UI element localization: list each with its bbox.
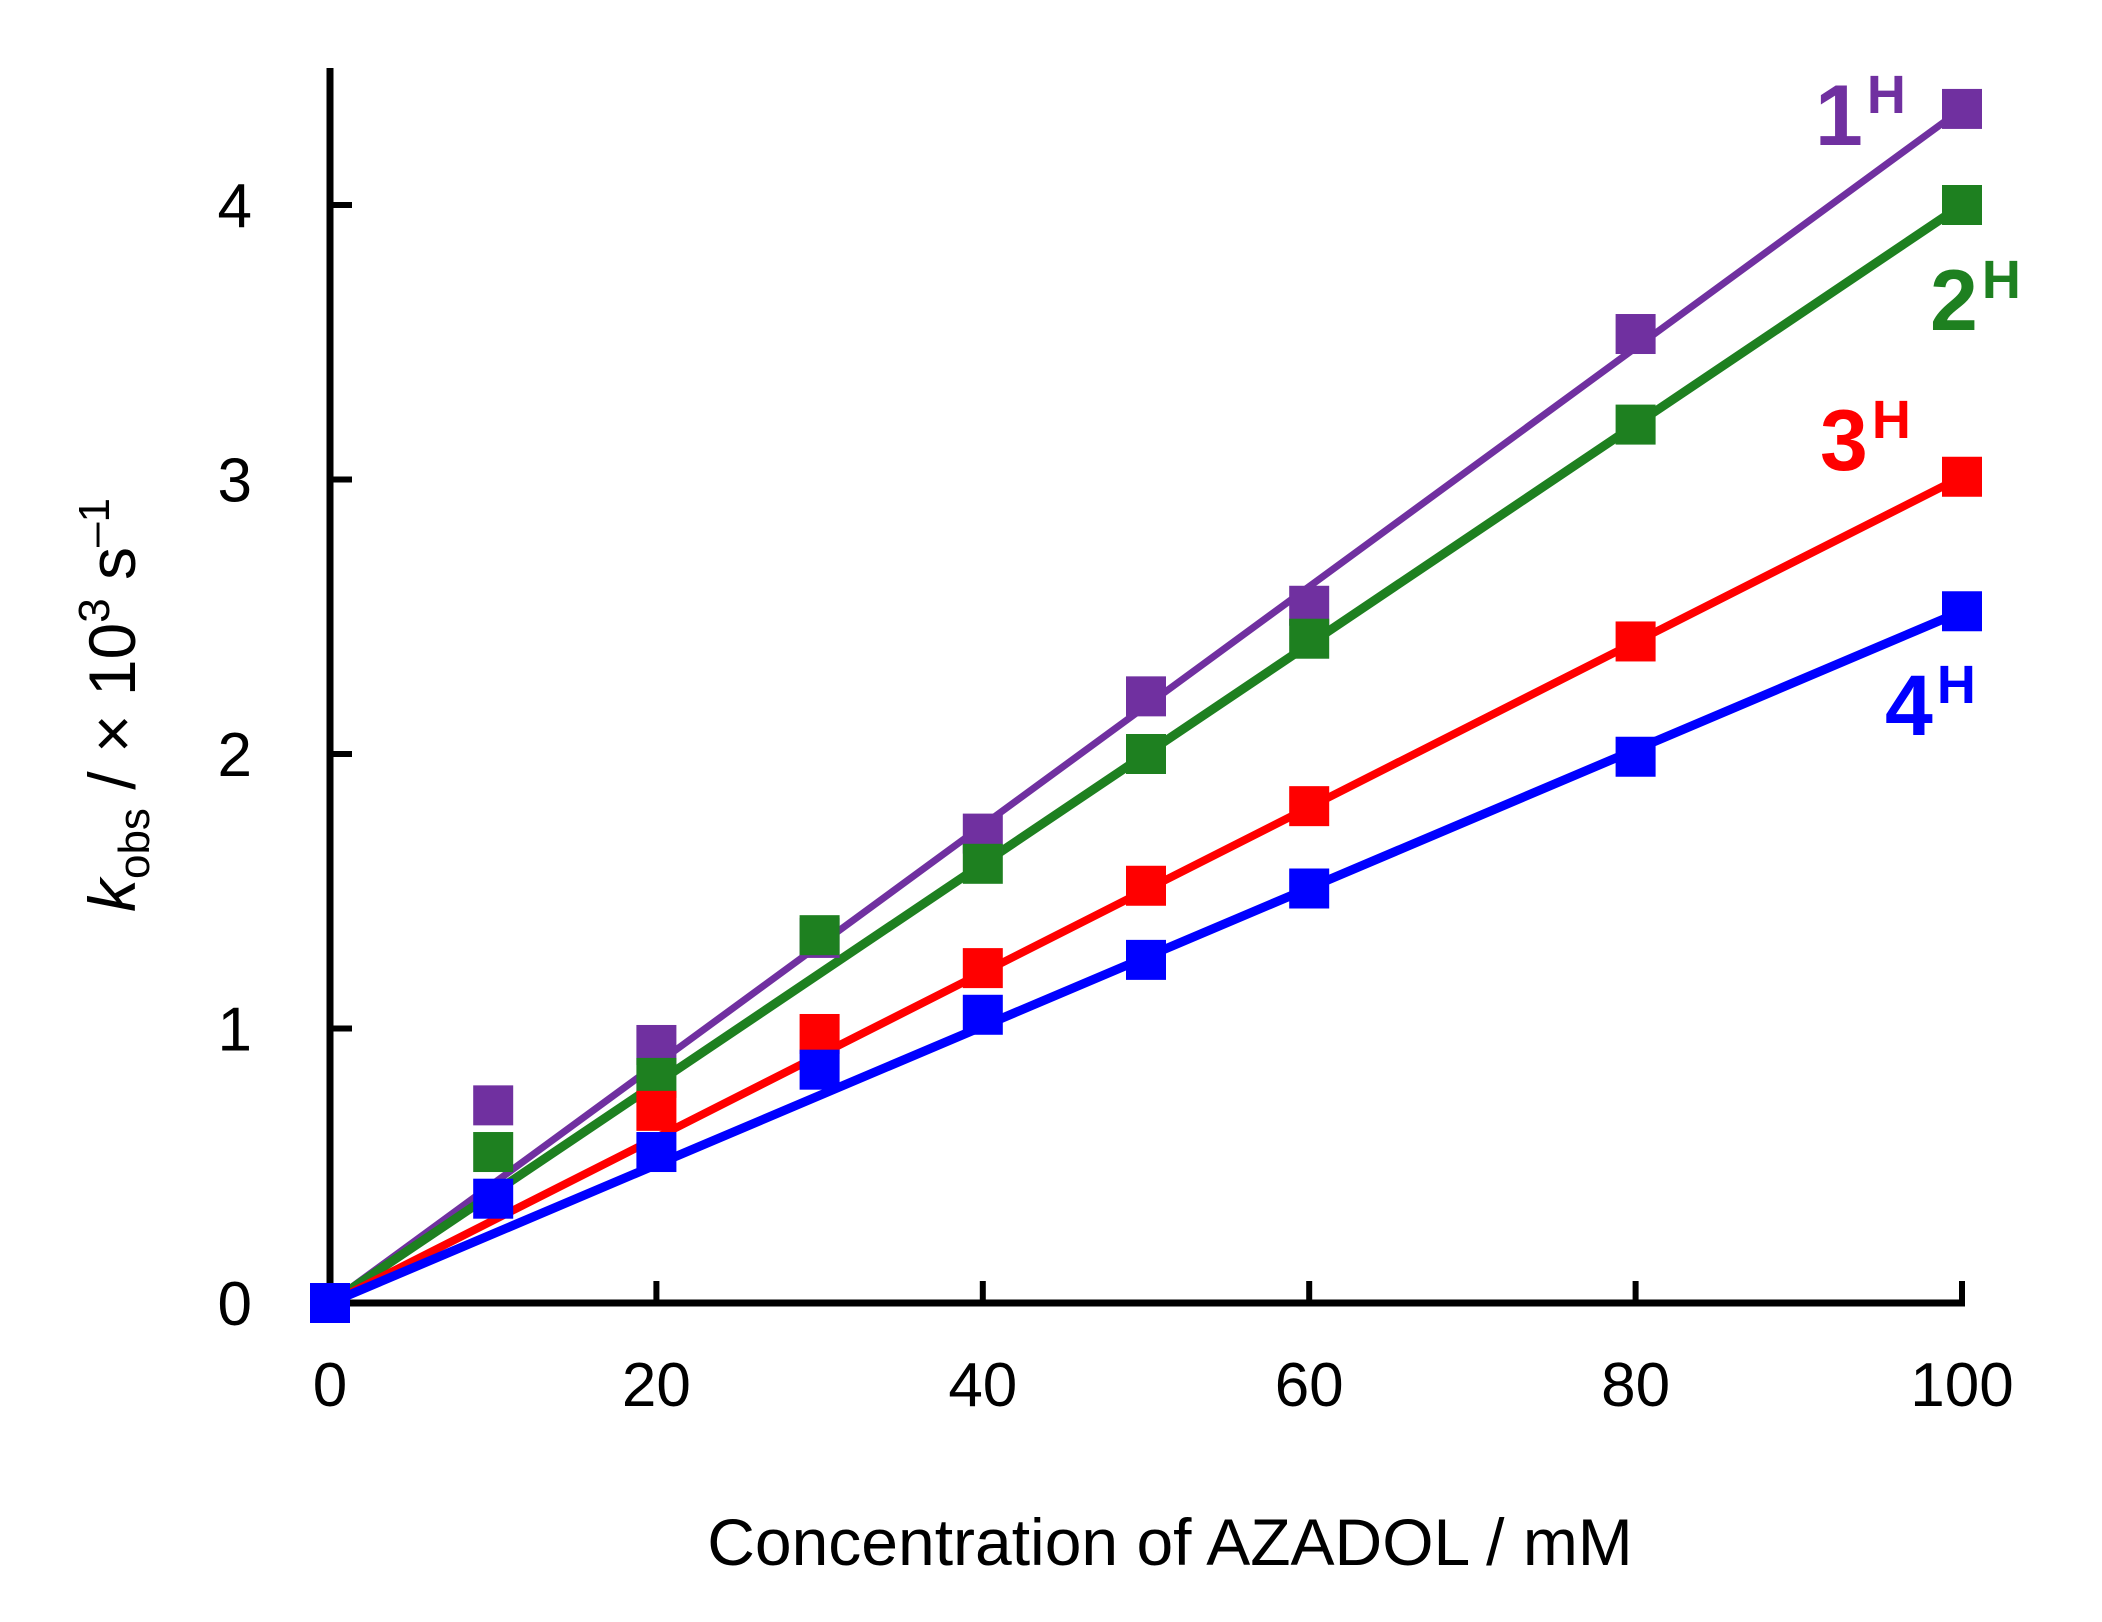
data-point-series-4 [799,1049,840,1090]
data-markers [310,88,1982,1323]
data-point-series-2 [473,1132,514,1173]
data-point-series-4 [310,1283,350,1323]
data-point-series-2 [1942,185,1982,225]
data-point-series-3 [636,1090,677,1131]
y-tick-label: 4 [218,172,252,241]
x-tick-label: 0 [313,1351,347,1420]
y-axis-title-unit: s [75,547,149,598]
data-point-series-4 [1289,868,1330,909]
axes: 0 20 40 60 80 100 0 1 2 3 4 [218,68,2014,1420]
data-point-series-1 [473,1085,514,1126]
data-point-series-4 [1942,591,1982,632]
y-axis-title-sub: obs [110,808,159,879]
x-axis-title: Concentration of AZADOL / mM [707,1505,1633,1579]
y-axis-title-mid: / × 10 [75,623,149,808]
data-point-series-2 [799,915,840,956]
series-label-2: 2H [1930,250,2021,349]
data-point-series-2 [1615,404,1656,445]
data-point-series-3 [1942,456,1982,497]
data-point-series-1 [1942,88,1982,129]
y-tick-label: 2 [218,721,252,790]
y-axis-title-k: k [75,876,149,912]
x-tick-label: 20 [622,1351,691,1420]
data-point-series-3 [799,1013,840,1054]
y-axis-title-unit-exp: –1 [70,498,119,547]
series-label-4: 4H [1885,655,1976,754]
data-point-series-3 [962,948,1003,989]
x-tick-label: 100 [1910,1351,2013,1420]
data-point-series-3 [1615,621,1656,662]
data-point-series-4 [1615,736,1656,777]
x-tick-label: 60 [1275,1351,1344,1420]
y-tick-label: 1 [218,996,252,1065]
data-point-series-4 [636,1132,677,1173]
x-tick-label: 80 [1601,1351,1670,1420]
series-label-3: 3H [1820,390,1911,489]
data-point-series-3 [1289,786,1330,827]
y-axis-title: kobs / × 103 s–1 [70,498,159,912]
y-tick-label: 3 [218,447,252,516]
data-point-series-1 [1126,676,1166,717]
data-point-series-2 [962,843,1003,884]
y-tick-label: 0 [218,1270,252,1339]
data-point-series-4 [1126,939,1166,980]
data-point-series-4 [473,1178,514,1219]
series-label-1: 1H [1815,65,1906,164]
data-point-series-1 [1615,314,1656,355]
data-point-series-2 [1289,618,1330,659]
data-point-series-4 [962,994,1003,1035]
x-tick-label: 40 [948,1351,1017,1420]
y-axis-title-exp: 3 [70,598,119,622]
data-point-series-3 [1126,865,1166,906]
data-point-series-2 [1126,734,1166,774]
